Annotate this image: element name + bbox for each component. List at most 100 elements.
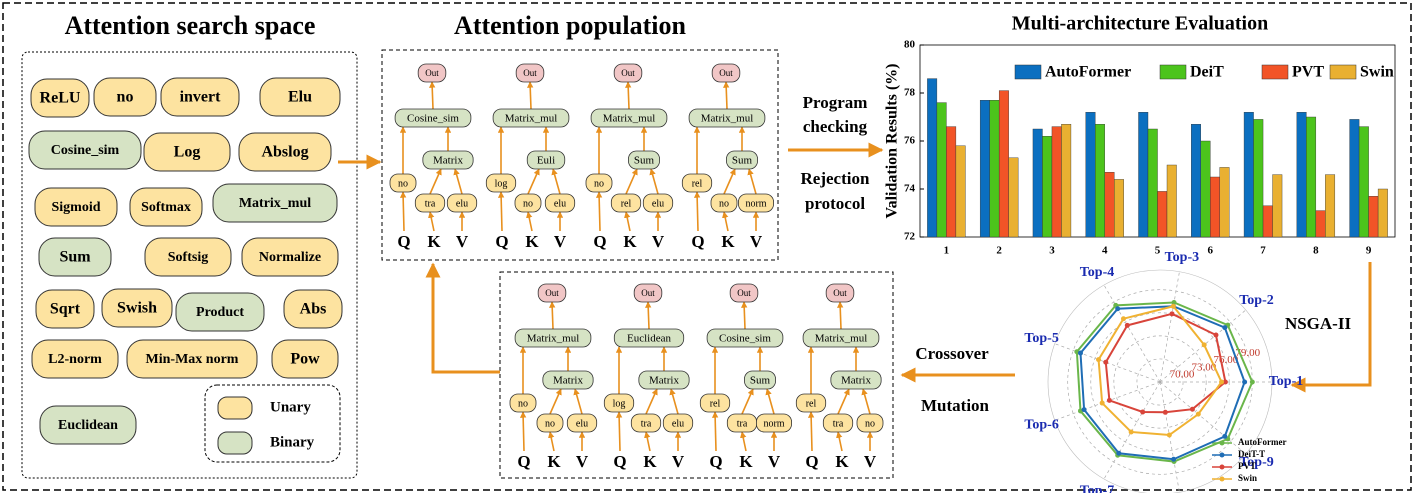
leaf-node <box>509 393 537 413</box>
out-node-label: Out <box>737 288 751 298</box>
flow-label: protocol <box>805 194 865 213</box>
leaf-node-label: elu <box>672 418 684 429</box>
leaf-node-label: no <box>719 198 729 209</box>
leaf-node <box>699 393 731 413</box>
operation-label: Product <box>196 305 244 320</box>
leaf-node-label: elu <box>652 198 664 209</box>
operation-label: Abslog <box>261 144 308 161</box>
tree-arrow <box>740 431 747 452</box>
input-label: Q <box>613 452 626 471</box>
out-node-label: Out <box>641 288 655 298</box>
radar-point <box>1099 400 1105 406</box>
leaf-node-label: no <box>523 198 533 209</box>
legend-swatch <box>1014 64 1042 80</box>
op-node-label: Matrix_mul <box>701 113 754 125</box>
category-label: Top-4 <box>1080 265 1115 280</box>
bar <box>1325 174 1336 238</box>
x-tick-label: 2 <box>996 245 1002 257</box>
x-tick-label: 6 <box>1208 245 1214 257</box>
operation-pill <box>160 77 240 117</box>
radar-point <box>1115 306 1121 312</box>
operation-pill <box>212 183 338 223</box>
out-node-label: Out <box>719 68 733 78</box>
op-node <box>688 108 766 128</box>
legend-label: DeiT-T <box>1238 449 1265 459</box>
tree-arrow <box>624 211 631 232</box>
bar <box>1315 210 1326 238</box>
legend-label: AutoFormer <box>1238 437 1286 447</box>
leaf-node <box>566 413 598 433</box>
bar <box>979 99 990 238</box>
operation-label: Elu <box>288 89 312 106</box>
leaf-node-label: no <box>594 178 604 189</box>
leaf-node <box>710 193 738 213</box>
input-label: V <box>554 232 567 251</box>
out-node-label: Out <box>621 68 635 78</box>
leaf-node-label: rel <box>621 198 632 209</box>
category-label: Top-7 <box>1080 483 1115 493</box>
leaf-node-label: no <box>398 178 408 189</box>
leaf-node-label: log <box>613 398 626 409</box>
radar-point <box>1189 406 1195 412</box>
mid-node <box>726 150 758 170</box>
mid-node-label: Sum <box>732 155 753 167</box>
radar-point <box>1222 325 1228 331</box>
x-tick-label: 1 <box>944 245 950 257</box>
input-label: V <box>652 232 665 251</box>
mid-node-label: Matrix <box>841 375 871 387</box>
radar-spoke <box>1159 381 1247 455</box>
operation-label: Softmax <box>141 200 191 215</box>
radar-point <box>1170 303 1176 309</box>
mid-node <box>542 370 594 390</box>
op-node-label: Matrix_mul <box>603 113 656 125</box>
arrow <box>1290 262 1372 393</box>
operation-label: Softsig <box>168 250 208 265</box>
input-label: K <box>547 452 561 471</box>
mid-node-label: Sum <box>634 155 655 167</box>
radar-point <box>1242 379 1248 385</box>
radar-point <box>1166 432 1172 438</box>
bar <box>1219 167 1230 238</box>
x-tick-label: 7 <box>1260 245 1266 257</box>
leaf-node <box>414 193 446 213</box>
tree-arrow <box>549 301 556 330</box>
operation-pill <box>144 237 232 277</box>
tree-arrow <box>644 431 651 452</box>
leaf-node-label: norm <box>745 198 766 209</box>
out-node-label: Out <box>523 68 537 78</box>
mid-node <box>628 150 660 170</box>
leaf-node <box>822 413 854 433</box>
legend-swatch <box>1329 64 1357 80</box>
tree-arrow <box>722 211 729 232</box>
bar <box>1296 111 1307 238</box>
bar <box>1191 123 1201 238</box>
flow-label: Mutation <box>921 396 990 415</box>
tree-arrow <box>625 81 632 110</box>
leaf-node-label: tra <box>737 418 748 429</box>
radar-line <box>1075 301 1254 463</box>
tree-arrow <box>527 81 534 110</box>
bar <box>1147 128 1158 238</box>
radar-point <box>1103 359 1109 365</box>
bar <box>1253 119 1264 238</box>
operation-label: Pow <box>290 351 320 368</box>
operation-pill <box>143 132 231 172</box>
tree-arrow <box>723 81 730 110</box>
bar <box>1377 188 1388 238</box>
op-node-label: Matrix_mul <box>815 333 868 345</box>
y-axis-label: Validation Results (%) <box>884 64 901 219</box>
radar-point <box>1140 409 1146 415</box>
radar-line <box>1079 305 1246 461</box>
tree-arrow <box>428 211 435 232</box>
input-label: Q <box>709 452 722 471</box>
bar <box>946 126 957 238</box>
operation-label: Cosine_sim <box>51 143 120 158</box>
tree-arrow <box>399 191 407 232</box>
legend-swatch <box>1261 64 1289 80</box>
search-space-box <box>21 51 358 479</box>
tree-arrow <box>595 191 603 232</box>
operation-pill <box>101 288 173 328</box>
leaf-node <box>536 413 564 433</box>
leaf-node-label: elu <box>576 418 588 429</box>
